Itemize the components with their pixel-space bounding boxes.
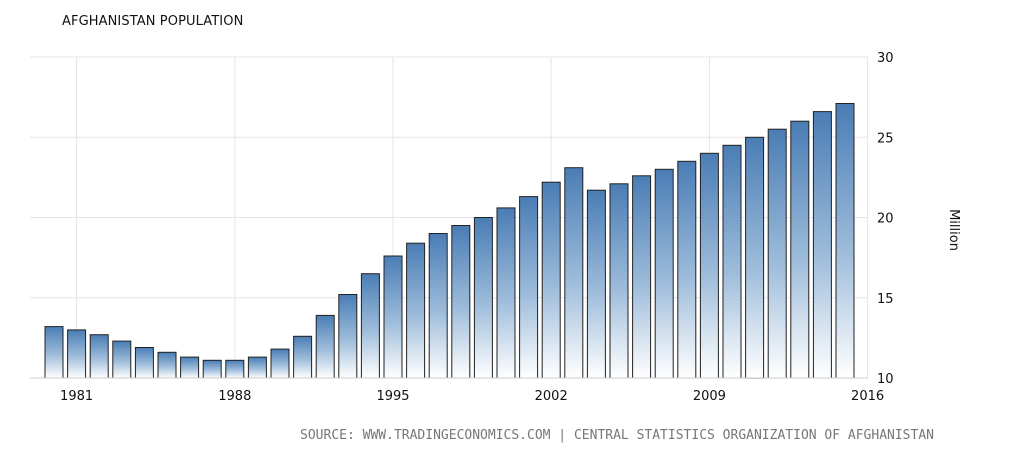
bar [406, 242, 426, 379]
x-tick-label: 1988 [218, 389, 251, 404]
bar [67, 329, 87, 379]
bar [202, 359, 222, 379]
bar [586, 189, 606, 379]
bar [496, 207, 516, 379]
axes: 10 15 20 25 30 1981 1988 1995 2002 2009 2016 [30, 51, 894, 404]
bar [835, 103, 855, 379]
bar [564, 167, 584, 379]
y-tick-label: 15 [877, 292, 894, 307]
bar [722, 144, 742, 379]
bar [541, 181, 561, 379]
grid-lines [30, 56, 869, 378]
bar [89, 334, 109, 379]
bar [473, 217, 493, 379]
source-attribution: SOURCE: WWW.TRADINGECONOMICS.COM | CENTR… [300, 428, 934, 443]
bar [790, 120, 810, 379]
bar [112, 340, 132, 379]
bar [519, 196, 539, 379]
x-tick-label: 2009 [693, 389, 726, 404]
y-tick-label: 25 [877, 131, 894, 146]
y-tick-label: 30 [877, 51, 894, 66]
y-tick-label: 20 [877, 212, 894, 227]
bar [225, 359, 245, 379]
bar [293, 335, 313, 379]
bar [428, 233, 448, 379]
bar [180, 356, 200, 379]
bar [632, 175, 652, 379]
bar [609, 183, 629, 379]
bar [677, 160, 697, 379]
bar [44, 326, 64, 379]
x-tick-label: 1981 [60, 389, 93, 404]
bar [812, 111, 832, 379]
bar [157, 351, 177, 379]
y-tick-label: 10 [877, 372, 894, 387]
x-tick-label: 2016 [851, 389, 884, 404]
bar [360, 273, 380, 379]
chart-title: AFGHANISTAN POPULATION [62, 14, 244, 29]
y-axis-label: Million [946, 209, 961, 251]
bar [699, 152, 719, 379]
bars [44, 103, 855, 379]
bar [270, 348, 290, 379]
bar [767, 128, 787, 379]
bar [315, 314, 335, 379]
bar [134, 347, 154, 379]
bar [654, 168, 674, 379]
bar [451, 225, 471, 379]
bar [338, 294, 358, 379]
bar [745, 136, 765, 379]
bar [247, 356, 267, 379]
x-tick-label: 1995 [376, 389, 409, 404]
x-tick-label: 2002 [535, 389, 568, 404]
bar [383, 255, 403, 379]
